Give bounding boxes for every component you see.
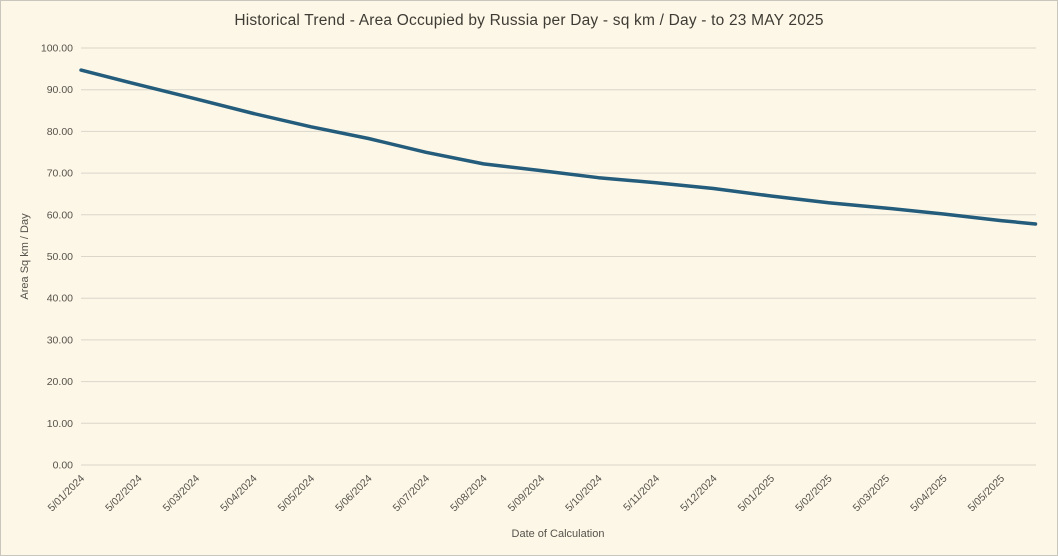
x-axis-tick-label: 5/01/2024 — [46, 473, 88, 515]
y-axis-tick-label: 80.00 — [47, 126, 73, 138]
y-axis-tick-label: 40.00 — [47, 293, 73, 305]
y-axis-tick-labels: 0.00 10.00 20.00 30.00 40.00 50.00 60.00 70.00 8… — [41, 43, 73, 472]
x-axis-tick-label: 5/04/2024 — [218, 473, 260, 515]
x-axis-tick-labels: 5/01/2024 5/02/2024 5/03/2024 5/04/2024 5/05… — [46, 473, 1008, 515]
x-axis-tick-label: 5/02/2025 — [793, 473, 835, 515]
trend-line[interactable] — [79, 68, 1038, 226]
x-axis-tick-label: 5/05/2025 — [966, 473, 1008, 515]
x-axis-tick-label: 5/01/2025 — [736, 473, 778, 515]
y-axis-title: Area Sq km / Day — [19, 213, 31, 300]
x-axis-tick-label: 5/03/2024 — [161, 473, 203, 515]
plot-area[interactable] — [81, 48, 1036, 465]
x-axis-tick-label: 5/10/2024 — [563, 473, 605, 515]
x-axis-tick-label: 5/07/2024 — [391, 473, 433, 515]
y-axis-tick-label: 20.00 — [47, 376, 73, 388]
gridlines — [81, 47, 1036, 466]
y-axis-tick-label: 60.00 — [47, 209, 73, 221]
x-axis-tick-label: 5/09/2024 — [506, 473, 548, 515]
x-axis-tick-label: 5/06/2024 — [333, 473, 375, 515]
x-axis-tick-label: 5/12/2024 — [678, 473, 720, 515]
x-axis-tick-label: 5/04/2025 — [908, 473, 950, 515]
y-axis-tick-label: 50.00 — [47, 251, 73, 263]
y-axis-tick-label: 0.00 — [53, 460, 74, 472]
y-axis-tick-label: 100.00 — [41, 43, 73, 55]
y-axis-tick-label: 10.00 — [47, 418, 73, 430]
x-axis-tick-label: 5/02/2024 — [103, 473, 145, 515]
x-axis-tick-label: 5/05/2024 — [276, 473, 318, 515]
x-axis-tick-label: 5/03/2025 — [851, 473, 893, 515]
x-axis-tick-label: 5/08/2024 — [448, 473, 490, 515]
y-axis-tick-label: 90.00 — [47, 84, 73, 96]
x-axis-tick-label: 5/11/2024 — [621, 473, 662, 514]
y-axis-tick-label: 70.00 — [47, 168, 73, 180]
x-axis-title: Date of Calculation — [512, 528, 605, 540]
chart-title: Historical Trend - Area Occupied by Russ… — [234, 12, 824, 29]
y-axis-tick-label: 30.00 — [47, 334, 73, 346]
